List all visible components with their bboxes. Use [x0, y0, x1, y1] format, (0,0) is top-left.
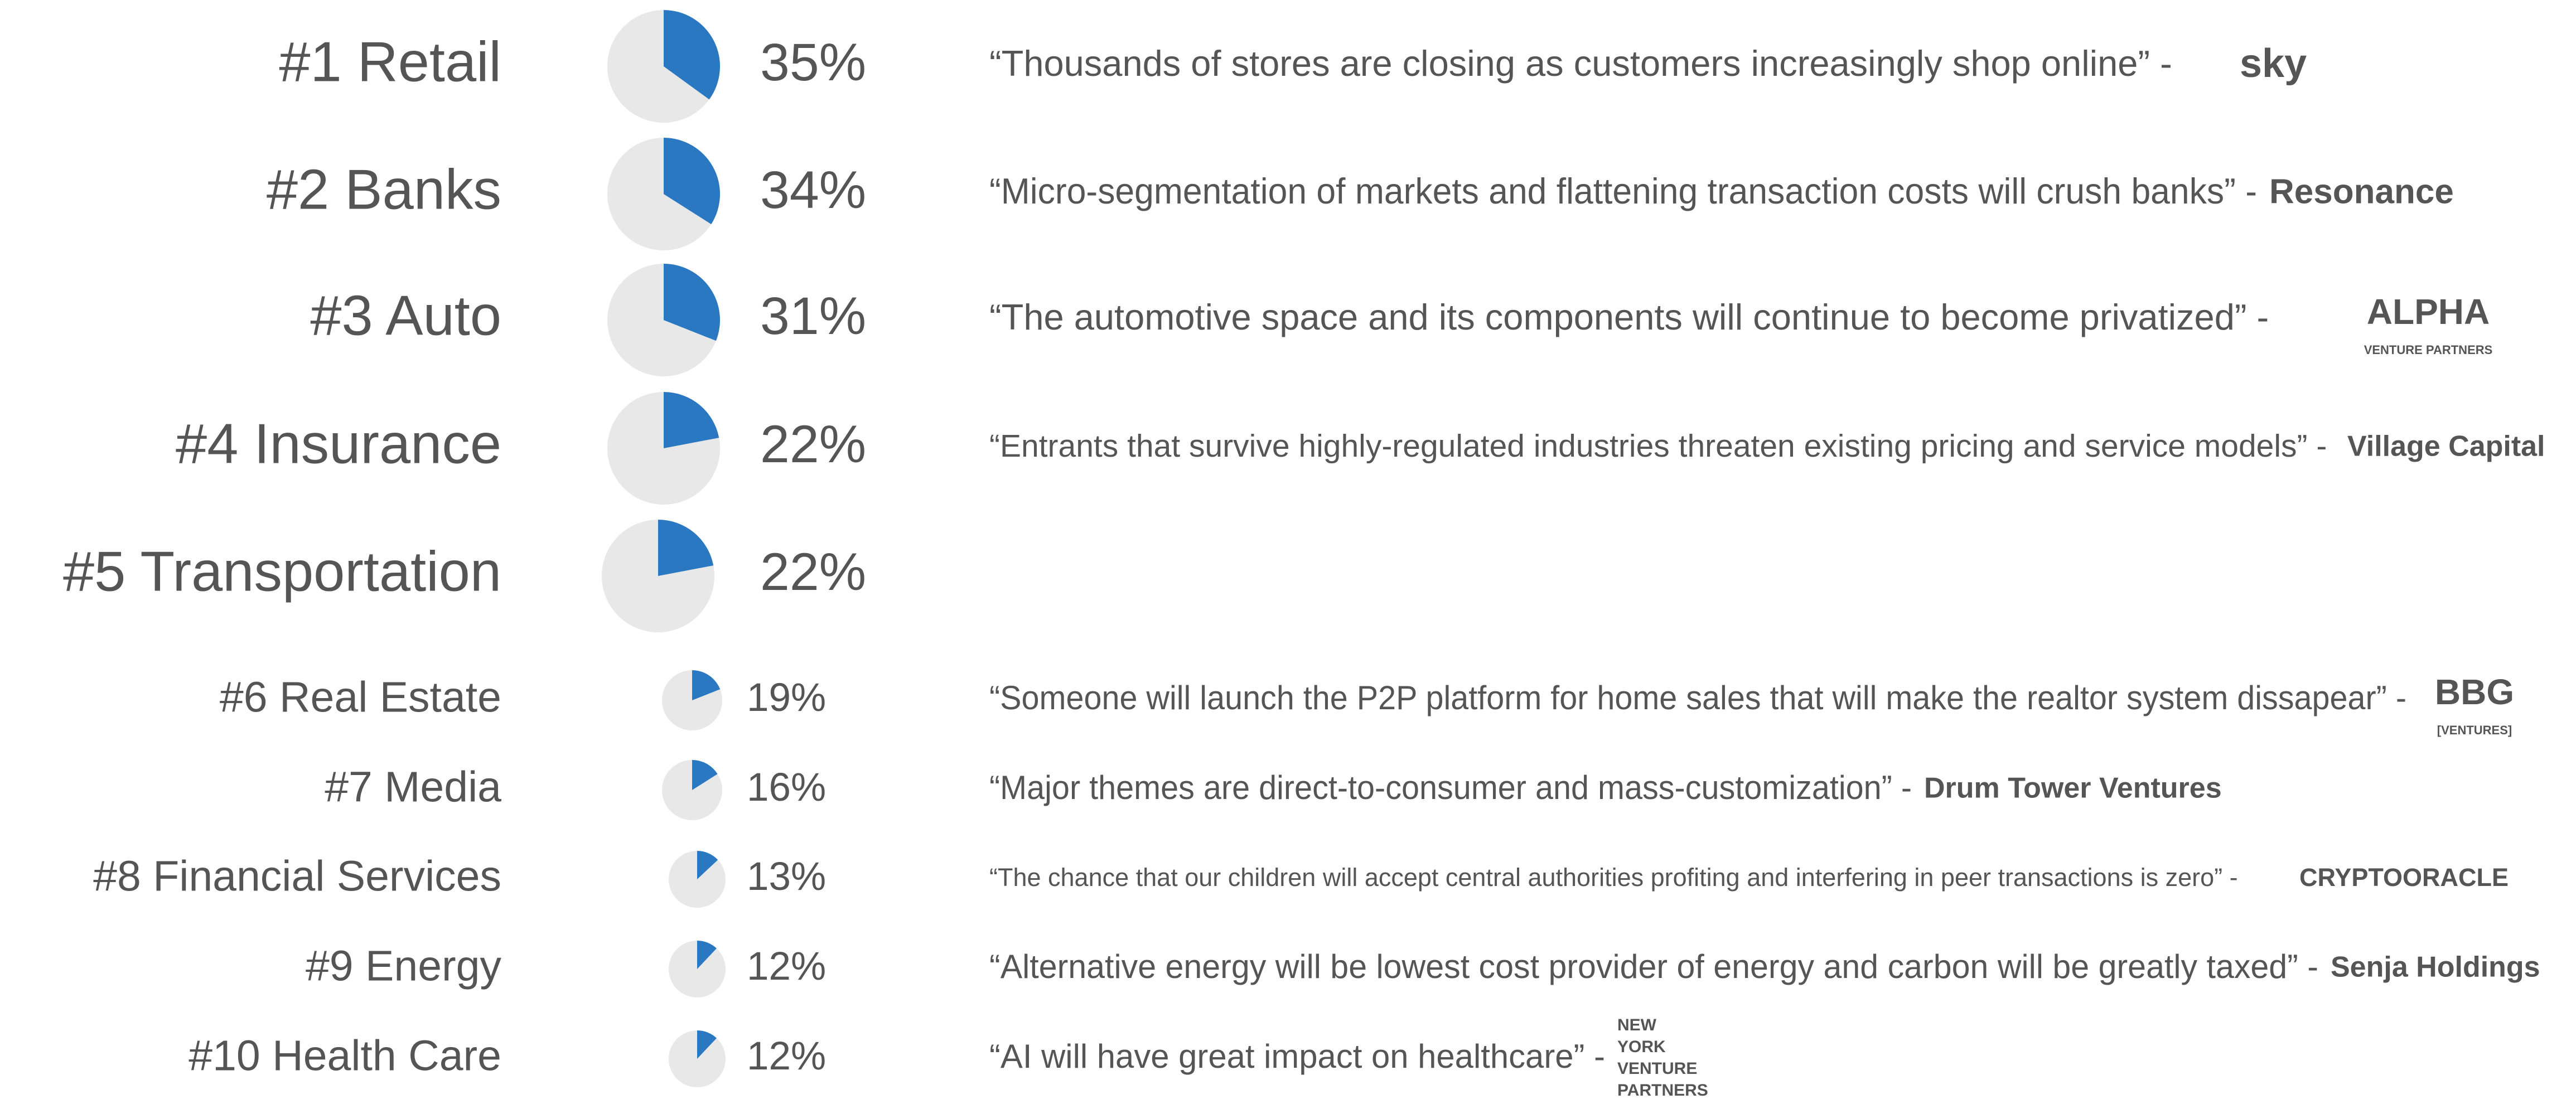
source: VENTURE PARTNERS — [2364, 343, 2493, 357]
source: VENTURE — [1617, 1059, 1697, 1078]
value-label: 16% — [747, 766, 826, 810]
value-label: 12% — [747, 945, 826, 989]
pie-slice — [692, 670, 721, 700]
value-label: 35% — [760, 33, 866, 92]
category-label: #9 Energy — [306, 942, 502, 990]
category-label: #8 Financial Services — [93, 852, 501, 900]
pie-slice — [697, 851, 718, 879]
quote: “AI will have great impact on healthcare… — [989, 1038, 1605, 1075]
category-label: #7 Media — [325, 763, 501, 811]
value-label: 22% — [760, 415, 866, 474]
category-label: #10 Health Care — [189, 1032, 501, 1079]
pie-slice — [664, 263, 721, 341]
category-label: #2 Banks — [267, 159, 501, 221]
pie-slice — [664, 10, 720, 100]
source: sky — [2240, 41, 2307, 86]
pie-slice — [697, 941, 717, 969]
quote: “Alternative energy will be lowest cost … — [989, 948, 2318, 985]
source: PARTNERS — [1617, 1081, 1708, 1100]
category-label: #4 Insurance — [176, 413, 501, 476]
category-label: #6 Real Estate — [220, 673, 501, 721]
source: YORK — [1617, 1038, 1666, 1056]
pie-slice — [697, 1030, 717, 1059]
source: BBG — [2435, 672, 2514, 712]
source: Resonance — [2269, 172, 2454, 211]
source: Senja Holdings — [2331, 951, 2540, 984]
source: CRYPTOORACLE — [2299, 863, 2509, 892]
value-label: 19% — [747, 676, 826, 720]
source: ALPHA — [2367, 292, 2490, 332]
source: Village Capital — [2347, 430, 2545, 463]
quote: “Major themes are direct-to-consumer and… — [989, 769, 1912, 806]
value-label: 34% — [760, 161, 866, 220]
quote: “Entrants that survive highly-regulated … — [989, 428, 2327, 464]
quote: “The automotive space and its components… — [989, 297, 2269, 337]
quote: “The chance that our children will accep… — [989, 863, 2238, 892]
pie-slice — [692, 760, 718, 790]
value-label: 31% — [760, 287, 866, 346]
category-label: #3 Auto — [310, 285, 501, 347]
value-label: 13% — [747, 855, 826, 899]
source: [VENTURES] — [2437, 723, 2512, 737]
source: NEW — [1617, 1016, 1657, 1034]
value-label: 12% — [747, 1034, 826, 1078]
category-label: #1 Retail — [279, 31, 501, 94]
pie-slice — [664, 392, 719, 448]
quote: “Thousands of stores are closing as cust… — [989, 43, 2172, 84]
pie-slice — [664, 138, 720, 225]
quote: “Someone will launch the P2P platform fo… — [989, 679, 2406, 716]
quote: “Micro-segmentation of markets and flatt… — [989, 171, 2257, 211]
pie-slice — [658, 520, 714, 576]
source: Drum Tower Ventures — [1924, 772, 2222, 805]
category-label: #5 Transportation — [63, 541, 501, 603]
value-label: 22% — [760, 543, 866, 602]
